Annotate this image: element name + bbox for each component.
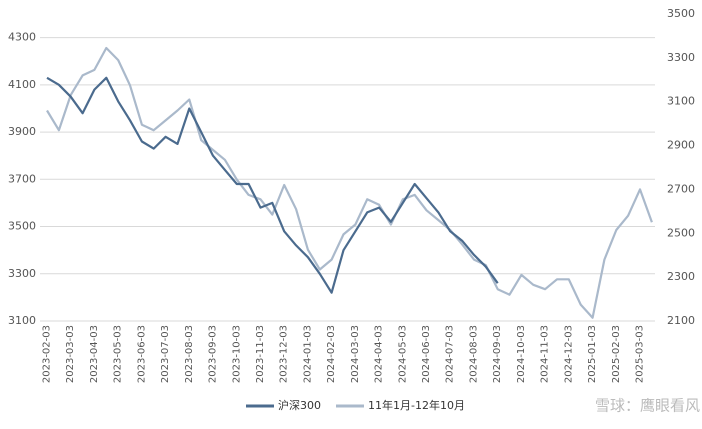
x-tick-label: 2023-08-03: [184, 325, 195, 383]
x-tick-label: 2023-09-03: [208, 325, 219, 383]
x-tick-label: 2023-07-03: [160, 325, 171, 383]
y2-tick-label: 2500: [667, 226, 695, 239]
x-tick-label: 2023-06-03: [136, 325, 147, 383]
y-tick-label: 3500: [8, 220, 36, 233]
legend-label: 11年1月-12年10月: [368, 398, 465, 412]
y2-tick-label: 2300: [667, 270, 695, 283]
y-tick-label: 3300: [8, 267, 36, 280]
y-tick-label: 3700: [8, 172, 36, 185]
y2-tick-label: 3500: [667, 7, 695, 20]
x-tick-label: 2025-01-03: [587, 325, 598, 383]
x-tick-label: 2023-03-03: [65, 325, 76, 383]
x-tick-label: 2024-02-03: [326, 325, 337, 383]
series-line: [46, 46, 653, 319]
y-tick-label: 4300: [8, 31, 36, 44]
y2-tick-label: 3100: [667, 95, 695, 108]
x-tick-label: 2024-11-03: [540, 325, 551, 383]
x-tick-label: 2024-09-03: [492, 325, 503, 383]
x-tick-label: 2023-12-03: [279, 325, 290, 383]
x-tick-label: 2023-11-03: [255, 325, 266, 383]
x-tick-label: 2024-01-03: [302, 325, 313, 383]
x-tick-label: 2024-04-03: [374, 325, 385, 383]
y-tick-label: 4100: [8, 78, 36, 91]
y2-tick-label: 3300: [667, 51, 695, 64]
x-tick-label: 2023-04-03: [89, 325, 100, 383]
x-tick-label: 2024-10-03: [516, 325, 527, 383]
x-tick-label: 2024-08-03: [468, 325, 479, 383]
watermark: 雪球：鹰眼看风: [595, 397, 700, 415]
y2-tick-label: 2100: [667, 314, 695, 327]
x-tick-label: 2023-05-03: [113, 325, 124, 383]
y2-tick-label: 2900: [667, 139, 695, 152]
x-tick-label: 2025-03-03: [635, 325, 646, 383]
series-line: [46, 76, 499, 294]
x-tick-label: 2023-10-03: [231, 325, 242, 383]
x-tick-label: 2024-03-03: [350, 325, 361, 383]
x-tick-label: 2023-02-03: [42, 325, 53, 383]
x-tick-label: 2024-12-03: [563, 325, 574, 383]
legend-label: 沪深300: [278, 398, 321, 412]
y-tick-label: 3900: [8, 125, 36, 138]
y-tick-label: 3100: [8, 314, 36, 327]
x-tick-label: 2024-05-03: [397, 325, 408, 383]
x-tick-label: 2025-02-03: [611, 325, 622, 383]
x-tick-label: 2024-06-03: [421, 325, 432, 383]
y2-tick-label: 2700: [667, 182, 695, 195]
x-tick-label: 2024-07-03: [445, 325, 456, 383]
